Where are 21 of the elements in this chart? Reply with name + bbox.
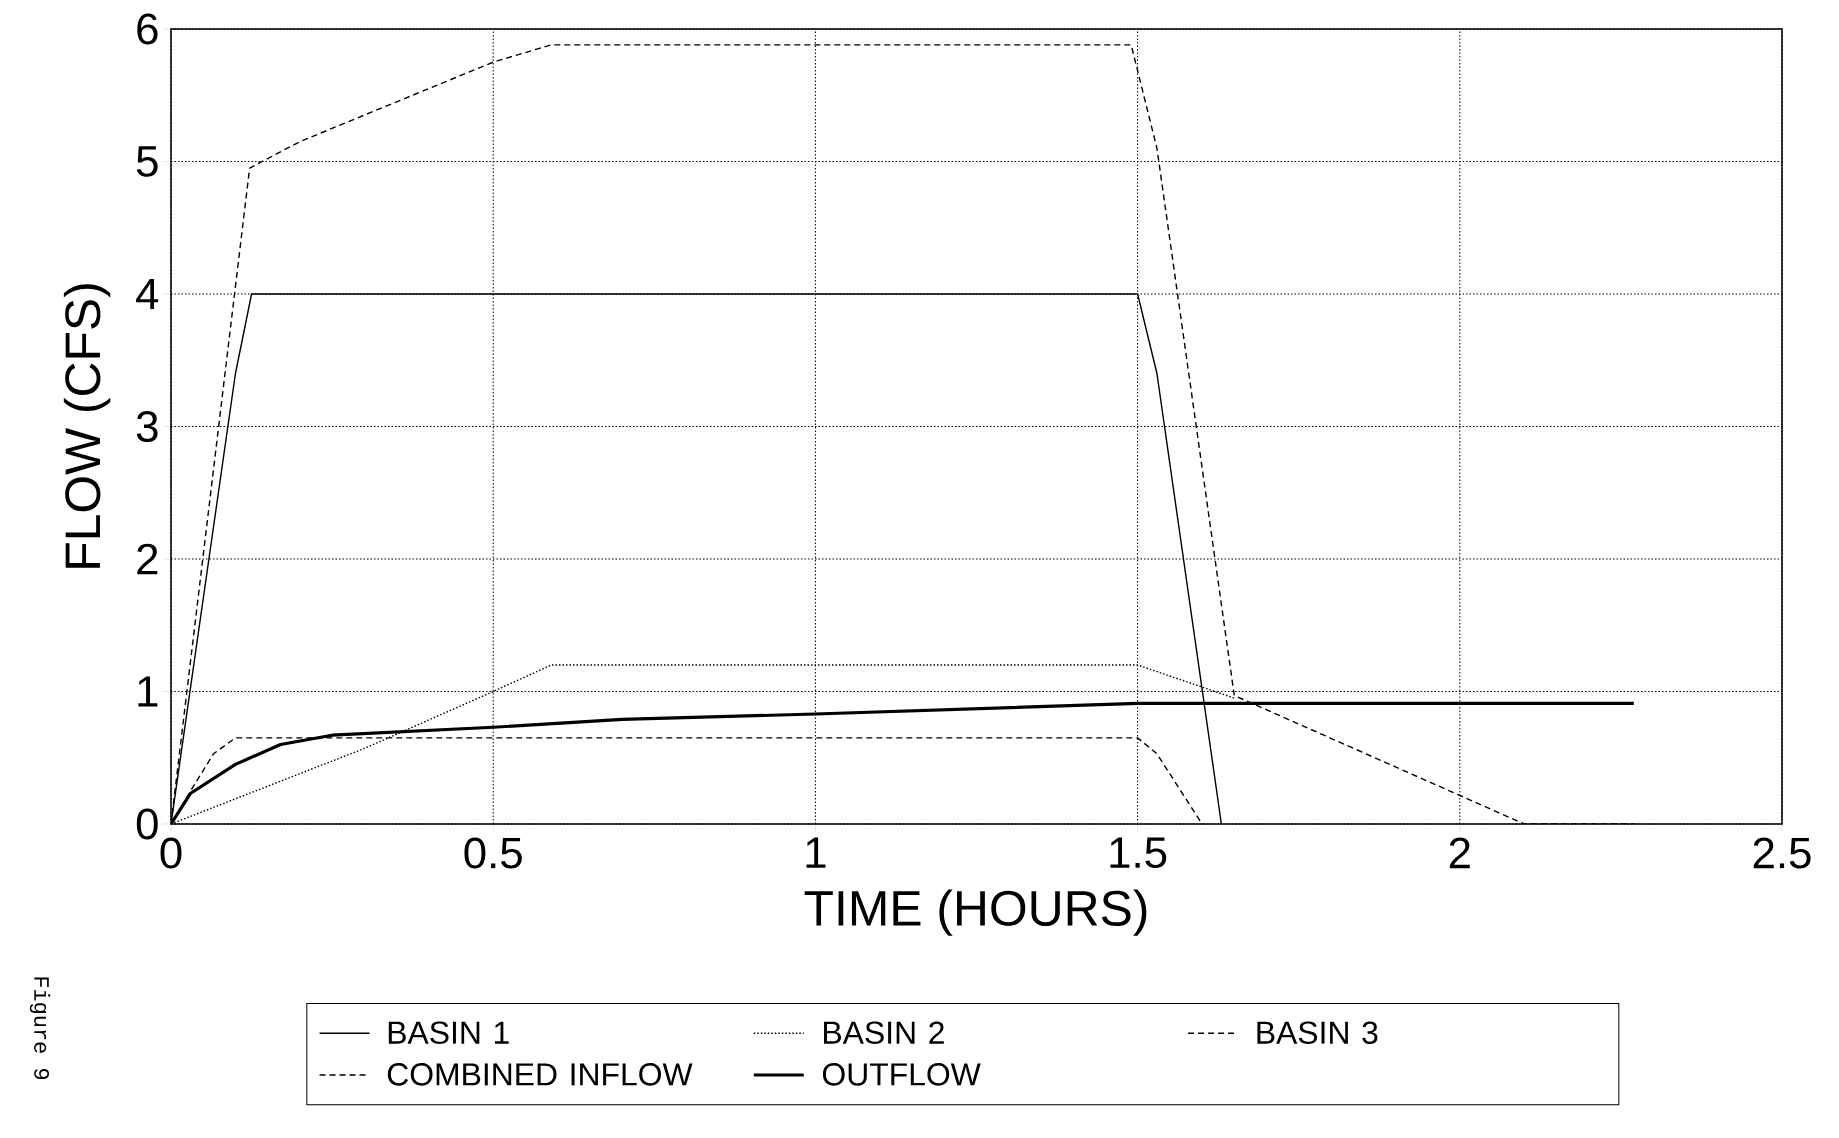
y-tick-label: 3 bbox=[136, 410, 158, 442]
x-tick-label: 1 bbox=[806, 837, 826, 868]
legend-label: COMBINED INFLOW bbox=[387, 1063, 693, 1086]
y-tick-label: 1 bbox=[138, 676, 158, 707]
x-axis-title: TIME (HOURS) bbox=[804, 889, 1147, 936]
x-tick-label: 0.5 bbox=[464, 837, 522, 869]
x-tick-label: 0 bbox=[160, 837, 182, 869]
legend-label: OUTFLOW bbox=[822, 1063, 981, 1086]
legend-label: BASIN 2 bbox=[824, 1021, 944, 1044]
y-tick-label: 4 bbox=[136, 278, 159, 310]
y-tick-label: 6 bbox=[137, 13, 158, 45]
caption: Figure 9 bbox=[29, 977, 51, 1080]
y-tick-label: 5 bbox=[136, 146, 158, 177]
y-tick-label: 2 bbox=[137, 543, 158, 575]
legend-label: BASIN 3 bbox=[1257, 1021, 1378, 1044]
x-tick-label: 2 bbox=[1449, 837, 1470, 869]
x-tick-label: 2.5 bbox=[1753, 837, 1811, 869]
y-axis-title: FLOW (CFS) bbox=[63, 284, 111, 568]
legend-label: BASIN 1 bbox=[388, 1021, 509, 1044]
y-tick-label: 0 bbox=[136, 808, 158, 840]
x-tick-label: 1.5 bbox=[1110, 837, 1167, 869]
